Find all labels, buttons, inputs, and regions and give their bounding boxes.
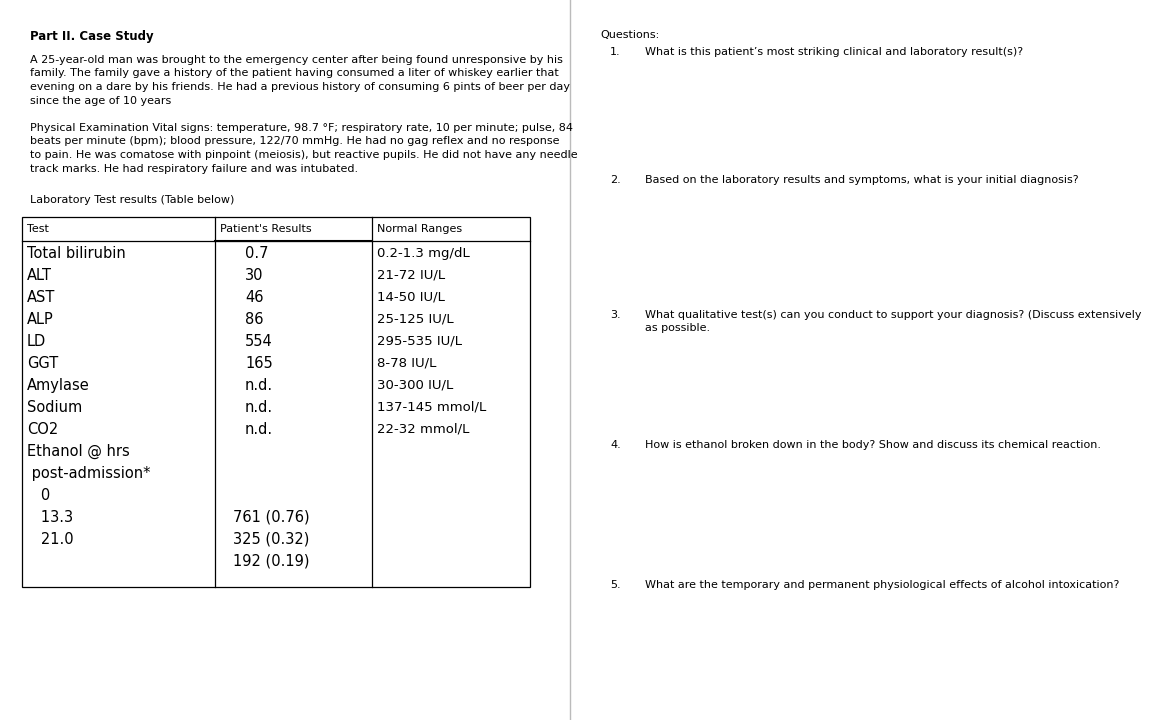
Text: evening on a dare by his friends. He had a previous history of consuming 6 pints: evening on a dare by his friends. He had… [31, 82, 570, 92]
Text: 0.7: 0.7 [245, 246, 268, 261]
Text: What are the temporary and permanent physiological effects of alcohol intoxicati: What are the temporary and permanent phy… [644, 580, 1120, 590]
Text: 0.2-1.3 mg/dL: 0.2-1.3 mg/dL [377, 246, 469, 260]
Text: track marks. He had respiratory failure and was intubated.: track marks. He had respiratory failure … [31, 163, 359, 174]
Text: beats per minute (bpm); blood pressure, 122/70 mmHg. He had no gag reflex and no: beats per minute (bpm); blood pressure, … [31, 137, 560, 146]
Text: Total bilirubin: Total bilirubin [27, 246, 126, 261]
Text: 30-300 IU/L: 30-300 IU/L [377, 379, 453, 392]
Text: 295-535 IU/L: 295-535 IU/L [377, 335, 462, 348]
Text: Physical Examination Vital signs: temperature, 98.7 °F; respiratory rate, 10 per: Physical Examination Vital signs: temper… [31, 123, 573, 133]
Text: since the age of 10 years: since the age of 10 years [31, 96, 172, 106]
Text: 165: 165 [245, 356, 273, 371]
Text: Laboratory Test results (Table below): Laboratory Test results (Table below) [31, 195, 234, 205]
Text: n.d.: n.d. [245, 400, 273, 415]
Text: 86: 86 [245, 312, 263, 327]
Text: Sodium: Sodium [27, 400, 82, 415]
Text: CO2: CO2 [27, 422, 59, 436]
Text: 137-145 mmol/L: 137-145 mmol/L [377, 400, 486, 413]
Text: 22-32 mmol/L: 22-32 mmol/L [377, 423, 469, 436]
Text: What is this patient’s most striking clinical and laboratory result(s)?: What is this patient’s most striking cli… [644, 47, 1023, 57]
Text: Test: Test [27, 224, 49, 234]
Text: A 25-year-old man was brought to the emergency center after being found unrespon: A 25-year-old man was brought to the eme… [31, 55, 563, 65]
Text: 13.3: 13.3 [27, 510, 73, 525]
Text: 1.: 1. [610, 47, 621, 57]
Text: to pain. He was comatose with pinpoint (meiosis), but reactive pupils. He did no: to pain. He was comatose with pinpoint (… [31, 150, 577, 160]
Text: 2.: 2. [610, 175, 621, 185]
Text: Part II. Case Study: Part II. Case Study [31, 30, 154, 43]
Text: GGT: GGT [27, 356, 59, 371]
Text: post-admission*: post-admission* [27, 466, 151, 481]
Text: 25-125 IU/L: 25-125 IU/L [377, 312, 454, 325]
Text: 21-72 IU/L: 21-72 IU/L [377, 269, 446, 282]
Text: AST: AST [27, 289, 55, 305]
Text: Based on the laboratory results and symptoms, what is your initial diagnosis?: Based on the laboratory results and symp… [644, 175, 1078, 185]
Text: n.d.: n.d. [245, 422, 273, 436]
Text: Normal Ranges: Normal Ranges [377, 224, 462, 234]
Text: Questions:: Questions: [600, 30, 660, 40]
Text: 0: 0 [27, 487, 51, 503]
Text: Amylase: Amylase [27, 377, 89, 392]
Text: 554: 554 [245, 333, 273, 348]
Text: 761 (0.76): 761 (0.76) [233, 510, 309, 525]
Text: 21.0: 21.0 [27, 531, 74, 546]
Text: How is ethanol broken down in the body? Show and discuss its chemical reaction.: How is ethanol broken down in the body? … [644, 440, 1101, 450]
Text: Ethanol @ hrs: Ethanol @ hrs [27, 444, 129, 459]
Bar [22, 217, 530, 587]
Text: as possible.: as possible. [644, 323, 710, 333]
Text: 14-50 IU/L: 14-50 IU/L [377, 291, 445, 304]
Text: 325 (0.32): 325 (0.32) [233, 531, 309, 546]
Text: ALT: ALT [27, 268, 52, 282]
Text: Patient's Results: Patient's Results [220, 224, 312, 234]
Text: What qualitative test(s) can you conduct to support your diagnosis? (Discuss ext: What qualitative test(s) can you conduct… [644, 310, 1142, 320]
Text: 5.: 5. [610, 580, 621, 590]
Text: 30: 30 [245, 268, 263, 282]
Text: 192 (0.19): 192 (0.19) [233, 554, 309, 569]
Text: 3.: 3. [610, 310, 621, 320]
Text: n.d.: n.d. [245, 377, 273, 392]
Text: 46: 46 [245, 289, 263, 305]
Text: 4.: 4. [610, 440, 621, 450]
Text: ALP: ALP [27, 312, 54, 327]
Text: LD: LD [27, 333, 46, 348]
Text: 8-78 IU/L: 8-78 IU/L [377, 356, 436, 369]
Text: family. The family gave a history of the patient having consumed a liter of whis: family. The family gave a history of the… [31, 68, 559, 78]
